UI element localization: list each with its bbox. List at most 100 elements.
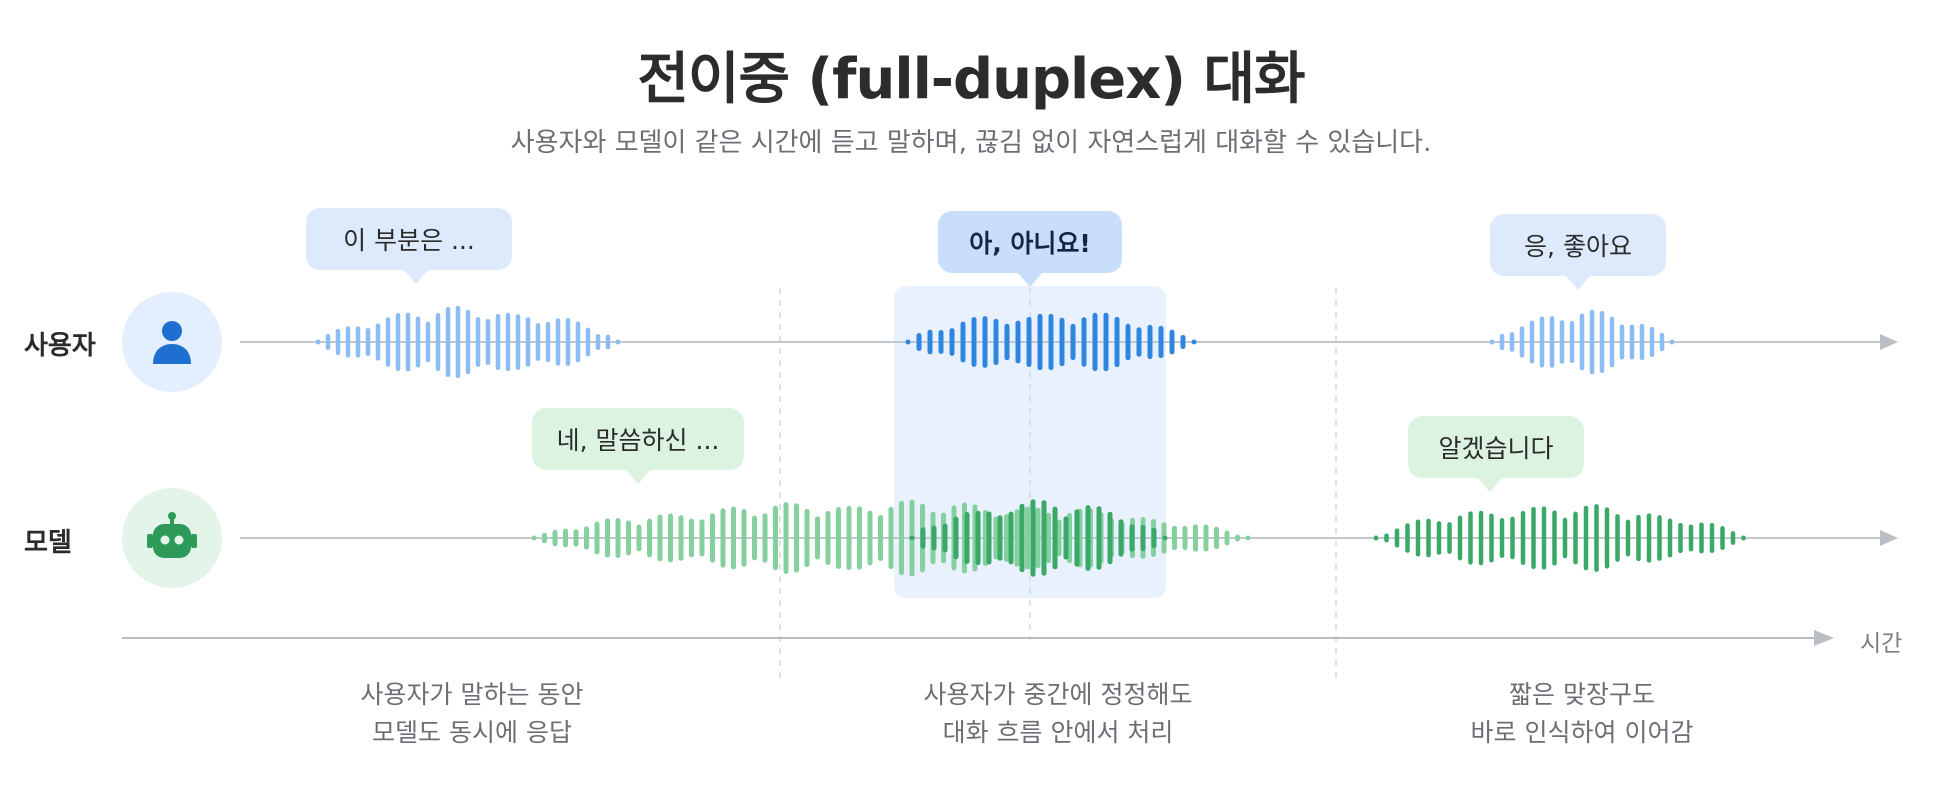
model-avatar xyxy=(122,488,222,588)
user-wave-1-bar xyxy=(435,312,441,372)
model-wave-1-bar xyxy=(605,518,610,558)
model-wave-1-bar xyxy=(1014,509,1020,567)
user-wave-2-bar xyxy=(1169,329,1175,355)
model-wave-1-bar xyxy=(1214,526,1219,550)
user-wave-2-bar xyxy=(971,317,977,367)
model-wave-1-bar xyxy=(878,515,883,561)
user-wave-1-bar xyxy=(575,321,581,363)
user-wave-3-bar xyxy=(1649,326,1655,358)
user-wave-2-bar xyxy=(1070,323,1076,361)
model-speech-bubble-1: 네, 말씀하신 ... xyxy=(532,408,744,484)
model-wave-1-bar xyxy=(531,535,537,541)
model-wave-1-bar xyxy=(636,524,642,552)
model-wave-1-bar xyxy=(689,518,694,558)
model-wave-1-bar xyxy=(720,508,726,568)
model-wave-1-bar xyxy=(1046,512,1051,564)
user-speech-bubble-1: 이 부분은 ... xyxy=(306,208,512,284)
model-wave-3-bar xyxy=(1520,510,1526,566)
user-wave-3-bar xyxy=(1619,324,1625,360)
model-wave-3-bar xyxy=(1394,528,1400,548)
robot-icon xyxy=(147,512,197,558)
model-wave-1-bar xyxy=(1224,530,1230,546)
user-wave-2-bar xyxy=(1059,317,1065,367)
user-speech-bubble-backchannel: 응, 좋아요 xyxy=(1490,214,1666,290)
page-title: 전이중 (full-duplex) 대화 xyxy=(637,47,1306,112)
model-speech-bubble-2: 알겠습니다 xyxy=(1408,416,1584,492)
user-wave-2-bar xyxy=(1026,316,1032,368)
user-wave-3-bar xyxy=(1589,309,1595,375)
user-wave-1-bar xyxy=(605,334,611,350)
user-wave-1-bar xyxy=(315,339,321,345)
model-wave-3-bar xyxy=(1457,515,1463,561)
model-wave-1-bar xyxy=(867,510,873,566)
model-wave-1-bar xyxy=(584,526,589,550)
model-wave-3-bar xyxy=(1604,507,1610,569)
user-wave-1-bar xyxy=(535,323,541,361)
user-wave-1-bar xyxy=(355,326,361,358)
user-wave-1-bar xyxy=(525,317,531,367)
section-caption-2: 사용자가 중간에 정정해도 대화 흐름 안에서 처리 xyxy=(848,676,1268,752)
user-wave-1-bar xyxy=(345,326,351,358)
model-wave-1-bar xyxy=(647,518,652,558)
user-wave-1-bar xyxy=(385,317,391,367)
model-wave-3-bar xyxy=(1636,514,1641,562)
user-wave-3-bar xyxy=(1579,313,1585,371)
user-wave-2-bar xyxy=(1180,334,1186,350)
user-wave-3-bar xyxy=(1489,339,1495,345)
user-wave-2-bar xyxy=(1015,320,1021,364)
model-wave-1-bar xyxy=(773,505,778,571)
user-wave-3-bar xyxy=(1529,320,1535,364)
user-wave-3-bar xyxy=(1609,316,1615,368)
user-wave-2-bar xyxy=(982,316,988,368)
caption-line: 사용자가 말하는 동안 xyxy=(360,680,584,709)
user-wave-2-bar xyxy=(993,318,999,366)
model-wave-2-bar xyxy=(1063,516,1069,560)
model-wave-1-bar xyxy=(594,521,600,555)
user-wave-3-bar xyxy=(1539,316,1545,368)
model-wave-1-bar xyxy=(1035,507,1041,569)
model-wave-1-bar xyxy=(752,515,757,561)
user-wave-1-bar xyxy=(495,313,501,371)
model-wave-3-bar xyxy=(1415,519,1421,557)
page-subtitle: 사용자와 모델이 같은 시간에 듣고 말하며, 끊김 없이 자연스럽게 대화할 … xyxy=(510,128,1432,158)
model-wave-2-bar xyxy=(1140,524,1146,552)
model-wave-3-bar xyxy=(1562,517,1568,559)
model-wave-1-bar xyxy=(552,529,558,547)
model-wave-2-bar xyxy=(931,525,937,551)
model-wave-3-bar xyxy=(1373,535,1379,541)
user-wave-1-bar xyxy=(465,309,471,375)
user-wave-1-bar xyxy=(485,318,491,366)
user-wave-2-bar xyxy=(1092,312,1098,372)
user-wave-1-bar xyxy=(505,312,511,372)
model-wave-3-bar xyxy=(1730,531,1736,545)
user-wave-2-bar xyxy=(1158,325,1164,359)
user-wave-3-bar xyxy=(1499,333,1505,351)
model-wave-1-bar xyxy=(846,506,852,570)
model-wave-3-bar xyxy=(1615,514,1620,562)
model-wave-3-bar xyxy=(1384,533,1389,543)
user-wave-1-bar xyxy=(475,317,481,367)
user-wave-2-bar xyxy=(1048,313,1054,371)
section-caption-1: 사용자가 말하는 동안 모델도 동시에 응답 xyxy=(262,676,682,752)
model-wave-1-bar xyxy=(668,513,673,563)
user-wave-2-bar xyxy=(1191,339,1197,345)
model-wave-3-bar xyxy=(1478,510,1484,566)
user-wave-2-bar xyxy=(949,328,955,356)
caption-line: 바로 인식하여 이어감 xyxy=(1470,718,1694,747)
user-wave-1-bar xyxy=(545,321,551,363)
user-wave-3-bar xyxy=(1639,323,1645,361)
user-wave-1-bar xyxy=(405,312,411,372)
model-wave-1-bar xyxy=(794,503,799,573)
user-wave-1-bar xyxy=(445,306,451,378)
model-wave-3-bar xyxy=(1531,506,1536,570)
model-wave-1-bar xyxy=(1182,526,1188,550)
model-wave-3-bar xyxy=(1709,522,1715,554)
time-axis-label: 시간 xyxy=(1860,631,1903,657)
user-wave-2-bar xyxy=(905,339,911,345)
model-wave-1-bar xyxy=(1172,525,1177,551)
model-wave-1-bar xyxy=(899,500,904,576)
user-wave-1-bar xyxy=(565,318,571,366)
model-wave-1-bar xyxy=(699,519,705,557)
user-wave-3-bar xyxy=(1519,326,1525,358)
